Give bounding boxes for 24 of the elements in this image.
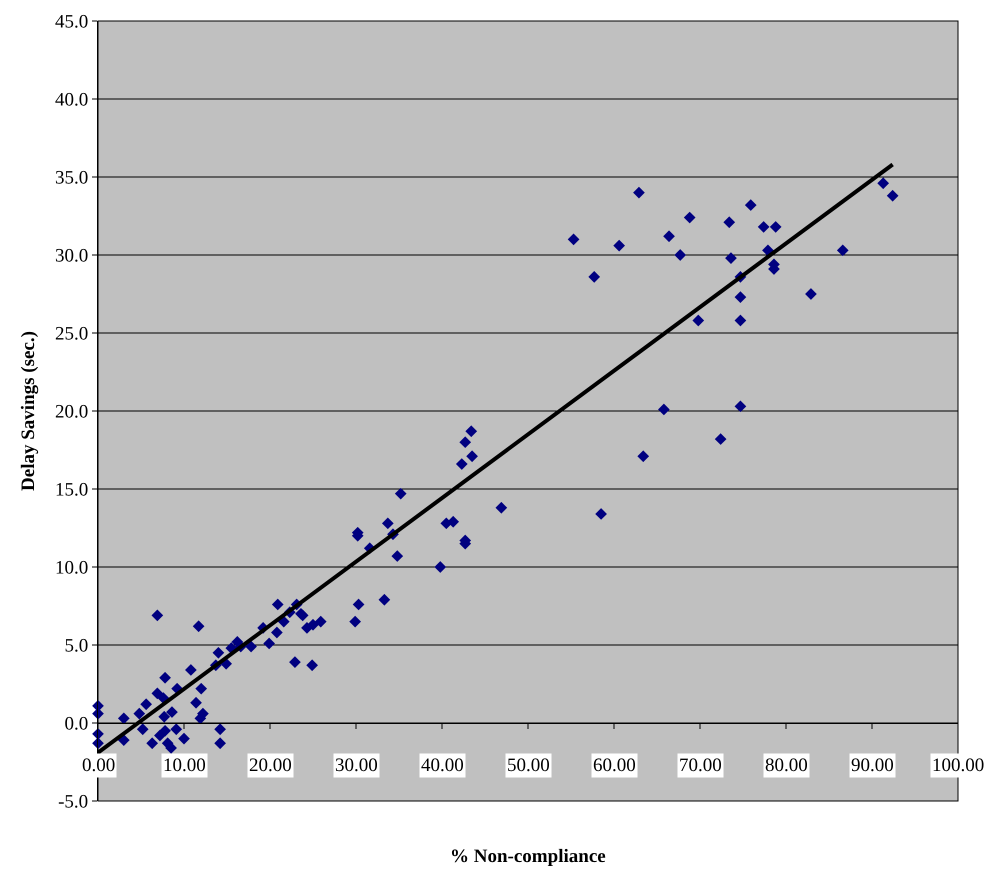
x-tick-label: 30.00	[335, 755, 378, 776]
y-tick-label: -5.0	[58, 792, 88, 813]
y-tick-label: 15.0	[54, 480, 88, 501]
y-tick-label: 5.0	[64, 636, 88, 657]
x-tick-label: 90.00	[851, 755, 894, 776]
x-tick-label: 80.00	[765, 755, 808, 776]
y-tick-label: 20.0	[54, 402, 88, 423]
y-tick-label: 45.0	[54, 12, 88, 33]
y-tick-label: 10.0	[54, 558, 88, 579]
y-tick-label: 35.0	[54, 168, 88, 189]
y-tick-label: 30.0	[54, 246, 88, 267]
x-tick-label: 60.00	[593, 755, 636, 776]
x-axis-title: % Non-compliance	[450, 846, 606, 867]
x-tick-label: 100.00	[932, 755, 984, 776]
x-tick-label: 50.00	[507, 755, 550, 776]
y-axis-title: Delay Savings (sec.)	[18, 331, 39, 491]
x-tick-label: 40.00	[421, 755, 464, 776]
y-tick-label: 0.0	[64, 714, 88, 735]
x-tick-label: 10.00	[163, 755, 206, 776]
x-tick-label: 70.00	[679, 755, 722, 776]
y-tick-label: 25.0	[54, 324, 88, 345]
x-tick-label: 0.00	[82, 755, 116, 776]
y-tick-label: 40.0	[54, 90, 88, 111]
x-tick-label: 20.00	[249, 755, 292, 776]
